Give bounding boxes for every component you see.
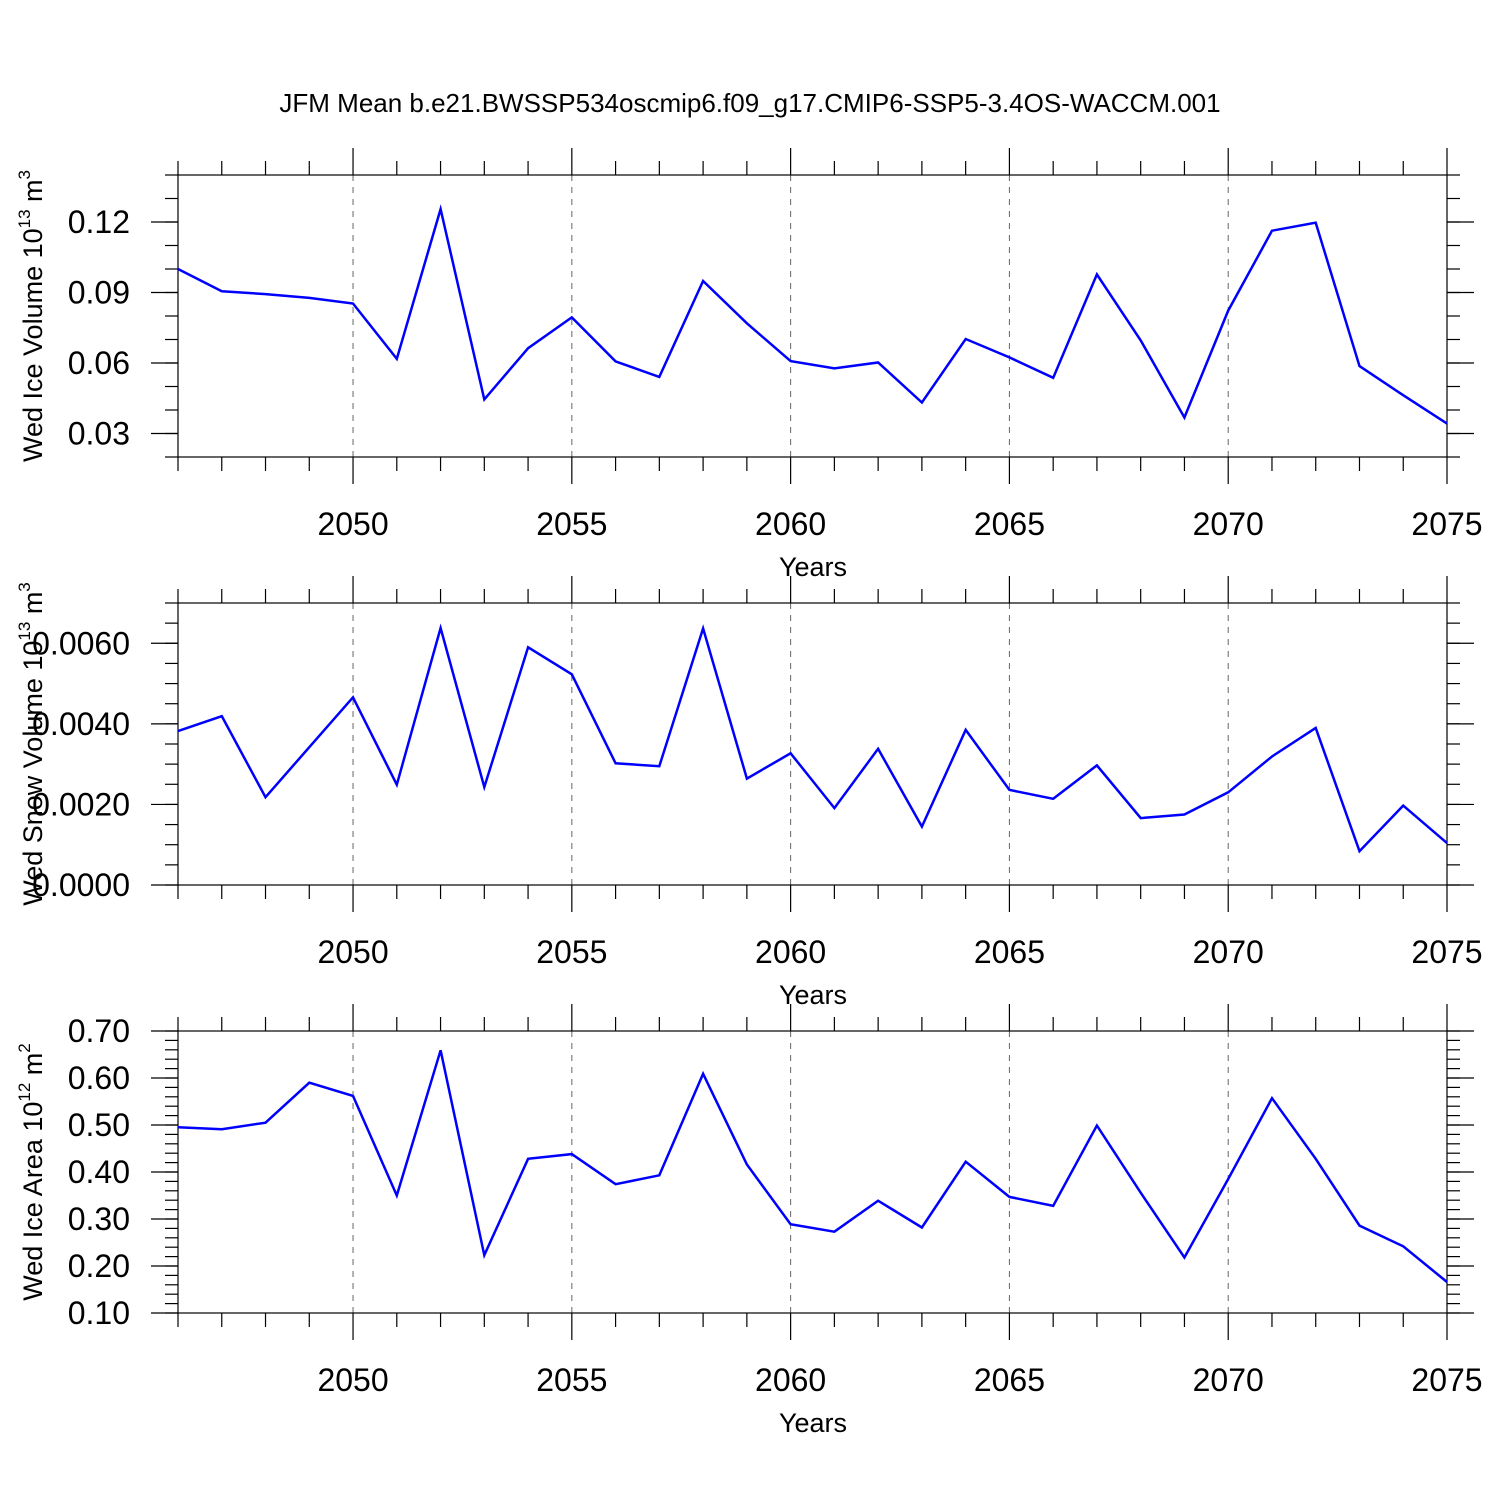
y-tick-label: 0.12 — [68, 204, 130, 240]
plot-frame — [177, 174, 1448, 458]
y-tick-label: 0.20 — [68, 1248, 130, 1284]
y-tick-label: 0.60 — [68, 1060, 130, 1096]
x-axis-label: Years — [779, 980, 847, 1010]
x-tick-label: 2075 — [1411, 506, 1482, 542]
plot-frame — [177, 602, 1448, 886]
series-line — [177, 623, 1448, 854]
chart-panel-3: 2050 2055 2060 2065 2070 2075 Years 0.10 0.20 0.3… — [15, 1004, 1483, 1438]
x-tick-label: 2050 — [317, 934, 388, 970]
x-axis-label: Years — [779, 1408, 847, 1438]
x-tick-label: 2075 — [1411, 1362, 1482, 1398]
y-tick-label: 0.06 — [68, 345, 130, 381]
y-axis-label: Wed Snow Volume 1013 m3 — [15, 582, 48, 906]
series-line — [177, 204, 1448, 425]
x-tick-label: 2070 — [1193, 1362, 1264, 1398]
y-tick-label: 0.0040 — [32, 706, 130, 742]
x-tick-label: 2070 — [1193, 506, 1264, 542]
chart-panel-2: 2050 2055 2060 2065 2070 2075 Years 0.0000 0.002… — [15, 576, 1483, 1010]
y-tick-label: 0.30 — [68, 1201, 130, 1237]
plot-frame — [177, 1030, 1448, 1314]
x-tick-label: 2065 — [974, 934, 1045, 970]
y-tick-label: 0.10 — [68, 1295, 130, 1331]
x-tick-label: 2050 — [317, 1362, 388, 1398]
figure-title: JFM Mean b.e21.BWSSP534oscmip6.f09_g17.C… — [279, 88, 1220, 118]
y-tick-label: 0.0000 — [32, 867, 130, 903]
chart-panel-1: 2050 2055 2060 2065 2070 2075 Years 0.03 0.06 0.0… — [15, 148, 1483, 582]
y-tick-label: 0.50 — [68, 1107, 130, 1143]
x-axis-label: Years — [779, 552, 847, 582]
y-tick-label: 0.40 — [68, 1154, 130, 1190]
x-tick-label: 2060 — [755, 506, 826, 542]
x-tick-label: 2060 — [755, 1362, 826, 1398]
x-tick-label: 2050 — [317, 506, 388, 542]
y-tick-label: 0.70 — [68, 1013, 130, 1049]
x-tick-label: 2055 — [536, 1362, 607, 1398]
y-tick-label: 0.0060 — [32, 625, 130, 661]
x-tick-label: 2060 — [755, 934, 826, 970]
x-tick-label: 2070 — [1193, 934, 1264, 970]
panels: 2050 2055 2060 2065 2070 2075 Years 0.03 0.06 0.0… — [15, 148, 1483, 1438]
y-axis-label: Wed Ice Area 1012 m2 — [15, 1043, 48, 1301]
x-tick-label: 2055 — [536, 934, 607, 970]
y-axis-label: Wed Ice Volume 1013 m3 — [15, 170, 48, 462]
y-tick-label: 0.03 — [68, 416, 130, 452]
y-tick-label: 0.09 — [68, 275, 130, 311]
x-tick-label: 2065 — [974, 506, 1045, 542]
series-line — [177, 1049, 1448, 1283]
x-tick-label: 2065 — [974, 1362, 1045, 1398]
y-tick-label: 0.0020 — [32, 786, 130, 822]
x-tick-label: 2055 — [536, 506, 607, 542]
x-tick-label: 2075 — [1411, 934, 1482, 970]
